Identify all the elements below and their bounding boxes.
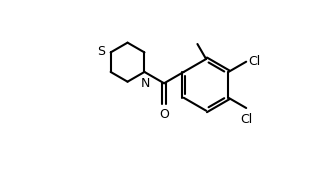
Text: N: N xyxy=(140,77,150,90)
Text: O: O xyxy=(159,108,169,121)
Text: Cl: Cl xyxy=(248,55,260,68)
Text: Cl: Cl xyxy=(240,113,252,126)
Text: S: S xyxy=(97,45,105,58)
